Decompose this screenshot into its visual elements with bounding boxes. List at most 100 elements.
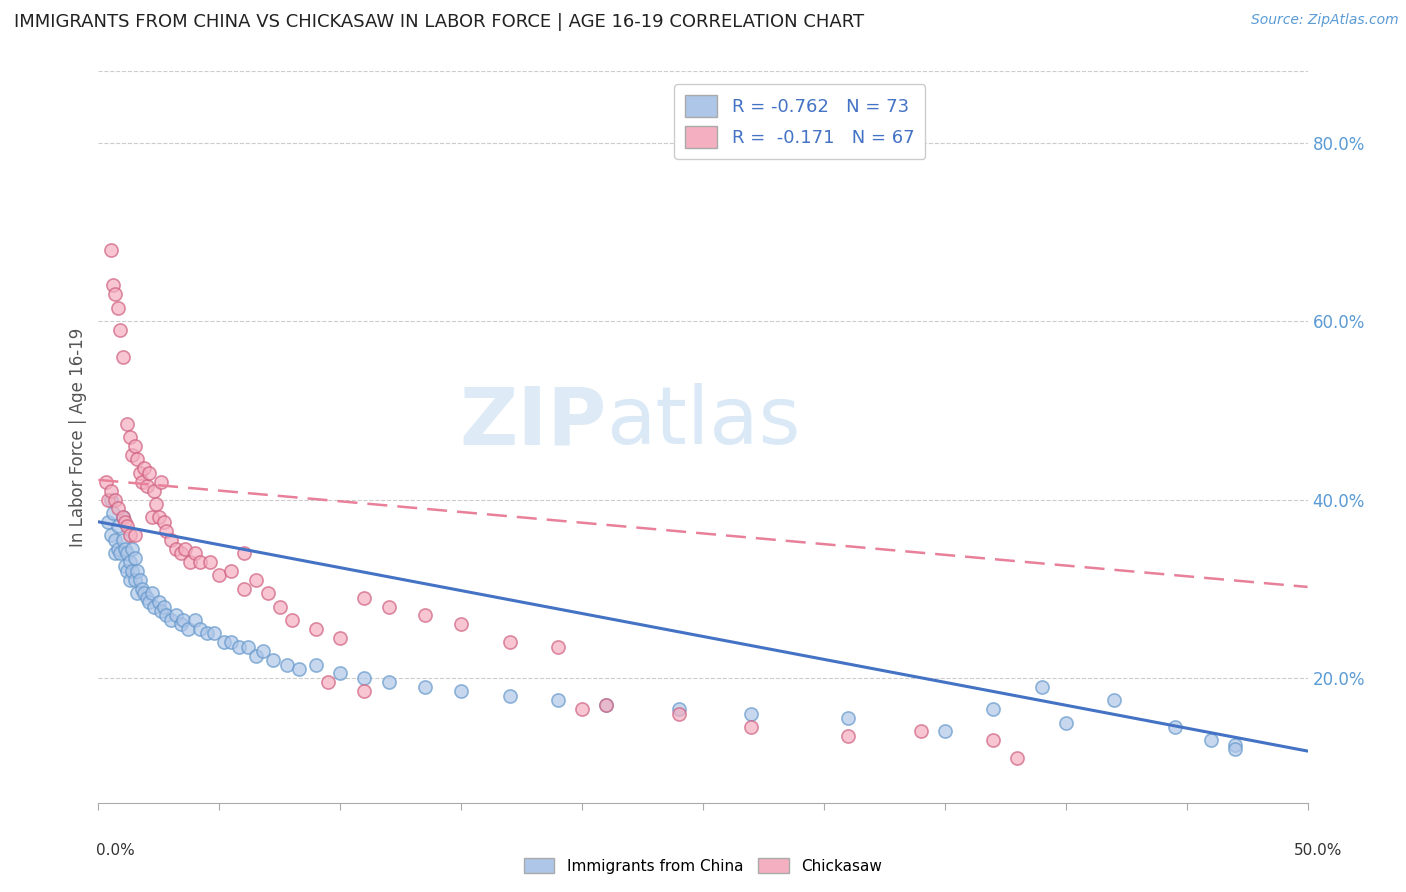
- Text: Source: ZipAtlas.com: Source: ZipAtlas.com: [1251, 13, 1399, 28]
- Point: [413, 680, 436, 694]
- Point: [172, 613, 194, 627]
- Point: [121, 564, 143, 578]
- Point: [305, 657, 328, 672]
- Point: [138, 595, 160, 609]
- Point: [1223, 738, 1246, 752]
- Point: [143, 483, 166, 498]
- Point: [121, 541, 143, 556]
- Point: [276, 657, 298, 672]
- Point: [288, 662, 311, 676]
- Point: [184, 613, 207, 627]
- Point: [188, 555, 211, 569]
- Point: [134, 461, 156, 475]
- Point: [131, 475, 153, 489]
- Point: [118, 573, 141, 587]
- Point: [305, 622, 328, 636]
- Point: [377, 675, 399, 690]
- Point: [1163, 720, 1185, 734]
- Point: [245, 648, 267, 663]
- Point: [1199, 733, 1222, 747]
- Point: [124, 528, 146, 542]
- Point: [204, 626, 226, 640]
- Point: [111, 510, 134, 524]
- Point: [100, 483, 122, 498]
- Point: [100, 492, 122, 507]
- Point: [668, 702, 690, 716]
- Point: [124, 550, 146, 565]
- Point: [413, 608, 436, 623]
- Point: [188, 622, 211, 636]
- Point: [107, 501, 129, 516]
- Point: [450, 617, 472, 632]
- Point: [668, 706, 690, 721]
- Point: [148, 595, 170, 609]
- Point: [150, 475, 173, 489]
- Point: [143, 599, 166, 614]
- Point: [177, 622, 200, 636]
- Point: [169, 617, 191, 632]
- Point: [571, 702, 593, 716]
- Point: [141, 510, 163, 524]
- Point: [94, 475, 117, 489]
- Point: [111, 350, 134, 364]
- Point: [221, 564, 243, 578]
- Point: [165, 541, 187, 556]
- Point: [118, 528, 141, 542]
- Point: [117, 519, 139, 533]
- Point: [108, 323, 131, 337]
- Point: [165, 608, 187, 623]
- Point: [141, 586, 163, 600]
- Point: [837, 711, 859, 725]
- Point: [174, 541, 197, 556]
- Text: 50.0%: 50.0%: [1295, 843, 1343, 858]
- Legend: Immigrants from China, Chickasaw: Immigrants from China, Chickasaw: [517, 852, 889, 880]
- Point: [377, 599, 399, 614]
- Point: [128, 466, 150, 480]
- Point: [245, 573, 267, 587]
- Text: atlas: atlas: [606, 384, 800, 461]
- Point: [595, 698, 617, 712]
- Point: [124, 439, 146, 453]
- Point: [910, 724, 932, 739]
- Point: [150, 604, 173, 618]
- Point: [148, 510, 170, 524]
- Point: [121, 448, 143, 462]
- Point: [117, 546, 139, 560]
- Point: [160, 533, 183, 547]
- Point: [97, 515, 120, 529]
- Point: [138, 466, 160, 480]
- Point: [498, 635, 520, 649]
- Point: [100, 243, 122, 257]
- Point: [353, 684, 375, 698]
- Point: [281, 613, 304, 627]
- Point: [981, 733, 1004, 747]
- Point: [104, 533, 127, 547]
- Point: [547, 693, 569, 707]
- Point: [117, 564, 139, 578]
- Point: [195, 626, 218, 640]
- Point: [111, 533, 134, 547]
- Text: ZIP: ZIP: [458, 384, 606, 461]
- Point: [179, 555, 201, 569]
- Point: [232, 546, 254, 560]
- Point: [262, 653, 284, 667]
- Point: [127, 564, 149, 578]
- Point: [145, 497, 167, 511]
- Point: [1223, 742, 1246, 756]
- Point: [212, 635, 235, 649]
- Point: [221, 635, 243, 649]
- Point: [131, 582, 153, 596]
- Point: [128, 573, 150, 587]
- Legend: R = -0.762   N = 73, R =  -0.171   N = 67: R = -0.762 N = 73, R = -0.171 N = 67: [673, 84, 925, 159]
- Point: [101, 278, 124, 293]
- Point: [104, 546, 127, 560]
- Point: [740, 706, 762, 721]
- Point: [107, 301, 129, 315]
- Point: [155, 608, 177, 623]
- Point: [135, 591, 157, 605]
- Point: [232, 582, 254, 596]
- Point: [595, 698, 617, 712]
- Point: [169, 546, 191, 560]
- Point: [228, 640, 250, 654]
- Point: [124, 573, 146, 587]
